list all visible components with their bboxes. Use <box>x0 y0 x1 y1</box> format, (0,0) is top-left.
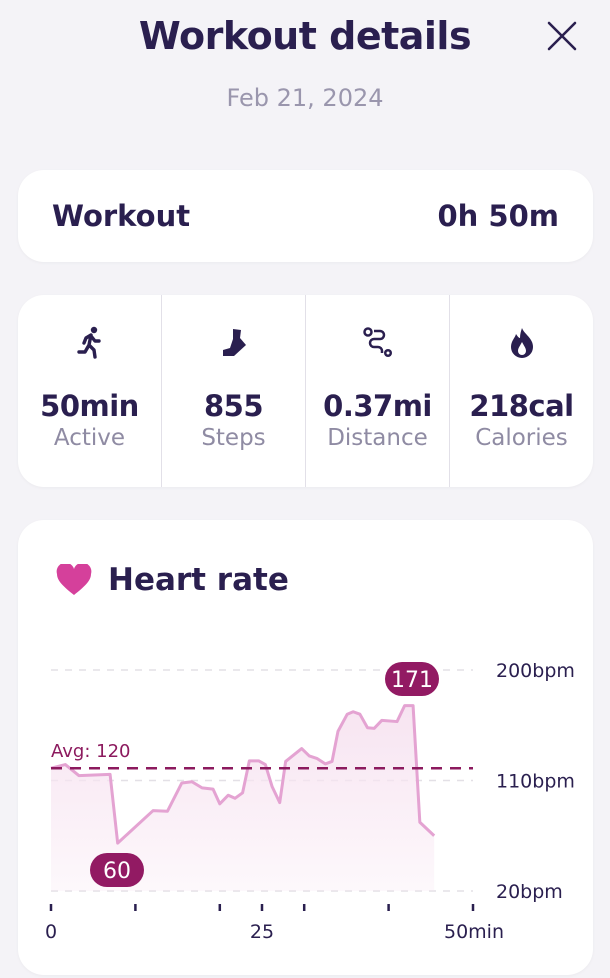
workout-summary-card: Workout 0h 50m <box>18 170 593 262</box>
stat-value: 0.37mi <box>323 389 432 423</box>
workout-label: Workout <box>52 199 191 233</box>
stat-label: Calories <box>475 425 568 451</box>
heart-rate-card: Heart rate <box>18 520 593 975</box>
y-tick-label: 20bpm <box>496 881 563 903</box>
heart-icon <box>56 564 92 595</box>
stat-value: 218cal <box>469 389 574 423</box>
stat-value: 855 <box>203 389 264 423</box>
stat-calories: 218cal Calories <box>450 295 593 487</box>
min-label: 60 <box>103 859 131 884</box>
y-tick-label: 110bpm <box>496 771 575 793</box>
average-label: Avg: 120 <box>51 741 130 762</box>
page-title: Workout details <box>138 14 472 58</box>
min-badge <box>90 853 144 887</box>
workout-date: Feb 21, 2024 <box>226 84 384 112</box>
y-tick-label: 200bpm <box>496 660 575 682</box>
stat-value: 50min <box>40 389 139 423</box>
heart-rate-header: Heart rate <box>56 562 289 598</box>
x-tick-label: 50min <box>444 921 504 943</box>
series-line <box>50 704 436 845</box>
stat-label: Active <box>53 425 126 451</box>
flame-icon <box>510 328 533 358</box>
stat-distance: 0.37mi Distance <box>306 295 450 487</box>
stats-card: 50min Active 855 Steps 0.37mi Distance 2… <box>18 295 593 487</box>
heart-rate-title: Heart rate <box>108 562 289 598</box>
max-label: 171 <box>391 668 433 693</box>
close-icon[interactable] <box>544 18 580 54</box>
x-tick-label: 0 <box>45 921 57 943</box>
running-icon <box>76 326 101 359</box>
stat-label: Distance <box>327 425 428 451</box>
max-badge <box>385 662 439 696</box>
stat-active: 50min Active <box>18 295 162 487</box>
stat-steps: 855 Steps <box>162 295 306 487</box>
route-icon <box>362 327 392 357</box>
area-fill <box>51 705 435 891</box>
x-tick-label: 25 <box>250 921 274 943</box>
workout-duration: 0h 50m <box>437 199 560 233</box>
stat-label: Steps <box>201 425 266 451</box>
foot-icon <box>222 329 246 356</box>
